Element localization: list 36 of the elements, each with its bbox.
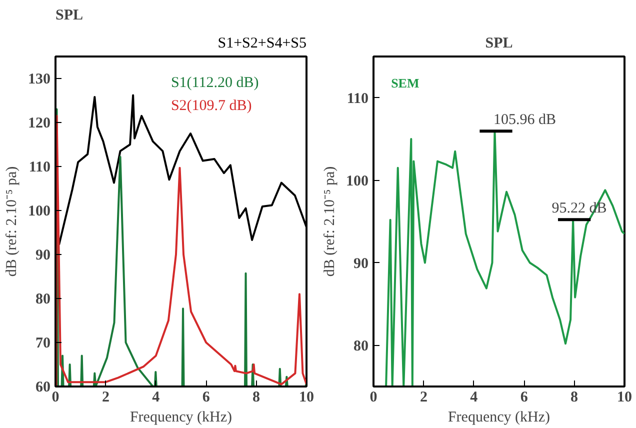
y-tick-label: 80 bbox=[36, 292, 50, 308]
annotation: 105.96 dB bbox=[493, 112, 556, 128]
chart-title: SPL bbox=[56, 8, 84, 24]
text: S2(109.7 dB) bbox=[170, 98, 252, 114]
x-tick-label: 6 bbox=[520, 390, 528, 406]
line-series bbox=[385, 130, 624, 386]
y-tick-label: 70 bbox=[36, 336, 50, 352]
y-tick-label: 110 bbox=[28, 160, 51, 176]
x-tick-label: 0 bbox=[52, 390, 60, 406]
y-tick-label: 90 bbox=[36, 248, 50, 264]
x-tick-label: 4 bbox=[470, 390, 478, 406]
y-tick-label: 130 bbox=[28, 72, 50, 88]
y-axis-title: dB (ref: 2.10⁻⁵ pa) bbox=[4, 166, 20, 277]
y-tick-label: 100 bbox=[346, 173, 368, 190]
y-tick-label: 100 bbox=[28, 204, 50, 220]
y-axis-title: dB (ref: 2.10⁻⁵ pa) bbox=[322, 166, 338, 277]
chart-title: SPL bbox=[485, 36, 513, 52]
x-tick-label: 4 bbox=[152, 390, 160, 406]
x-tick-label: 10 bbox=[299, 390, 314, 406]
y-tick-label: 60 bbox=[36, 380, 50, 396]
text: S1(112.20 dB) bbox=[170, 74, 259, 91]
x-tick-label: 8 bbox=[252, 390, 260, 406]
x-tick-label: 2 bbox=[102, 390, 110, 406]
x-tick-label: 8 bbox=[570, 390, 578, 406]
text: SEM bbox=[391, 75, 420, 90]
y-tick-label: 90 bbox=[354, 256, 368, 272]
y-tick-label: 80 bbox=[354, 338, 368, 354]
text: S1+S2+S4+S5 bbox=[218, 36, 306, 52]
x-axis-title: Frequency (kHz) bbox=[448, 410, 550, 426]
x-tick-label: 2 bbox=[420, 390, 428, 406]
x-tick-label: 0 bbox=[370, 390, 378, 406]
x-tick-label: 6 bbox=[202, 390, 210, 406]
y-tick-label: 110 bbox=[346, 90, 369, 107]
y-tick-label: 120 bbox=[28, 116, 50, 132]
x-tick-label: 10 bbox=[617, 390, 632, 406]
x-axis-title: Frequency (kHz) bbox=[130, 410, 232, 426]
